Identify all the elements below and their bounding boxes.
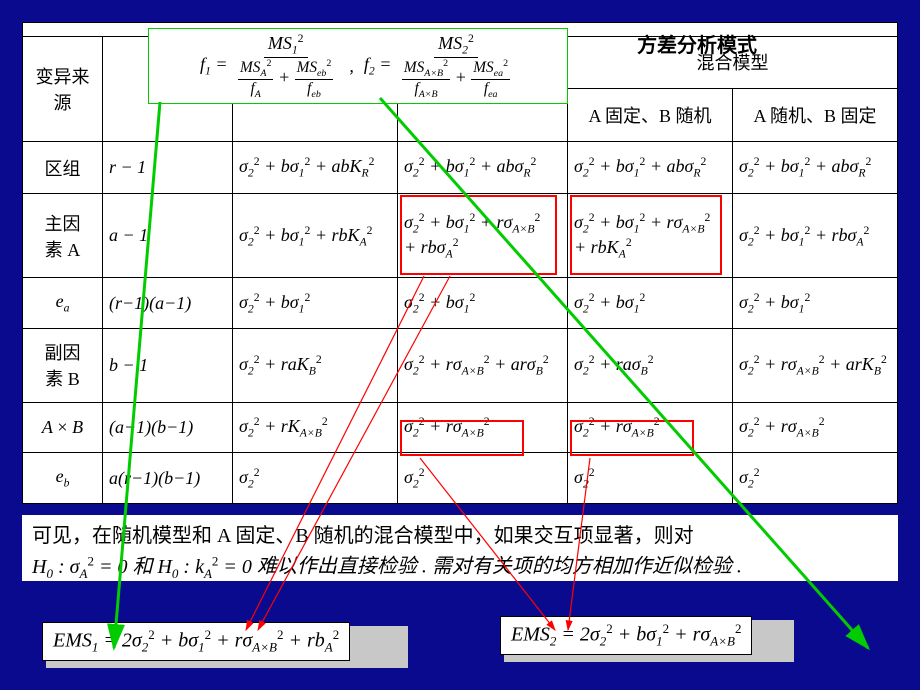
axb-c3: σ22 + rσA×B2: [398, 402, 568, 453]
label-block: 区组: [23, 141, 103, 194]
note-line2: H0 : σA2 = 0 和 H0 : kA2 = 0 难以作出直接检验 . 需…: [32, 551, 888, 583]
eb-c5: σ22: [733, 453, 898, 504]
df-ea: (r−1)(a−1): [103, 278, 233, 329]
label-subB: 副因素 B: [23, 328, 103, 402]
block-c4: σ22 + bσ12 + abσR2: [568, 141, 733, 194]
row-axb: A × B (a−1)(b−1) σ22 + rKA×B2 σ22 + rσA×…: [23, 402, 898, 453]
ea-c4: σ22 + bσ12: [568, 278, 733, 329]
row-subB: 副因素 B b − 1 σ22 + raKB2 σ22 + rσA×B2 + a…: [23, 328, 898, 402]
mainA-c4: σ22 + bσ12 + rσA×B2+ rbKA2: [568, 194, 733, 278]
note-line1: 可见，在随机模型和 A 固定、B 随机的混合模型中，如果交互项显著，则对: [32, 521, 888, 551]
ea-c5: σ22 + bσ12: [733, 278, 898, 329]
axb-c5: σ22 + rσA×B2: [733, 402, 898, 453]
eb-c2: σ22: [233, 453, 398, 504]
mainA-c2: σ22 + bσ12 + rbKA2: [233, 194, 398, 278]
axb-c4: σ22 + rσA×B2: [568, 402, 733, 453]
header-mixed1: A 固定、B 随机: [568, 89, 733, 142]
row-mainA: 主因素 A a − 1 σ22 + bσ12 + rbKA2 σ22 + bσ1…: [23, 194, 898, 278]
label-axb: A × B: [23, 402, 103, 453]
annotation-text: 可见，在随机模型和 A 固定、B 随机的混合模型中，如果交互项显著，则对 H0 …: [22, 515, 898, 581]
subB-c2: σ22 + raKB2: [233, 328, 398, 402]
subB-c3: σ22 + rσA×B2 + arσB2: [398, 328, 568, 402]
ea-c3: σ22 + bσ12: [398, 278, 568, 329]
subB-c5: σ22 + rσA×B2 + arKB2: [733, 328, 898, 402]
mainA-c5: σ22 + bσ12 + rbσA2: [733, 194, 898, 278]
f2: f2 = MS22 MSA×B2fA×B + MSea2fea: [364, 32, 516, 100]
mainA-c3: σ22 + bσ12 + rσA×B2+ rbσA2: [398, 194, 568, 278]
eb-c3: σ22: [398, 453, 568, 504]
df-eb: a(r−1)(b−1): [103, 453, 233, 504]
ea-c2: σ22 + bσ12: [233, 278, 398, 329]
eb-c4: σ22: [568, 453, 733, 504]
df-block: r − 1: [103, 141, 233, 194]
block-c3: σ22 + bσ12 + abσR2: [398, 141, 568, 194]
df-axb: (a−1)(b−1): [103, 402, 233, 453]
df-subB: b − 1: [103, 328, 233, 402]
row-block: 区组 r − 1 σ22 + bσ12 + abKR2 σ22 + bσ12 +…: [23, 141, 898, 194]
header-mixed: 混合模型: [568, 36, 898, 89]
row-ea: ea (r−1)(a−1) σ22 + bσ12 σ22 + bσ12 σ22 …: [23, 278, 898, 329]
block-c2: σ22 + bσ12 + abKR2: [233, 141, 398, 194]
formula-box: f1 = MS12 MSA2fA + MSeb2feb , f2 = MS22 …: [148, 28, 568, 104]
block-c5: σ22 + bσ12 + abσR2: [733, 141, 898, 194]
label-mainA: 主因素 A: [23, 194, 103, 278]
row-eb: eb a(r−1)(b−1) σ22 σ22 σ22 σ22: [23, 453, 898, 504]
label-eb: eb: [23, 453, 103, 504]
header-source: 变异来源: [23, 36, 103, 141]
df-mainA: a − 1: [103, 194, 233, 278]
subB-c4: σ22 + raσB2: [568, 328, 733, 402]
ems1-box: EMS1 = 2σ22 + bσ12 + rσA×B2 + rbA2: [42, 622, 350, 661]
f1: f1 = MS12 MSA2fA + MSeb2feb: [200, 32, 339, 100]
header-mixed2: A 随机、B 固定: [733, 89, 898, 142]
formula-comma: ,: [349, 56, 354, 77]
label-ea: ea: [23, 278, 103, 329]
ems2-box: EMS2 = 2σ22 + bσ12 + rσA×B2: [500, 616, 752, 655]
axb-c2: σ22 + rKA×B2: [233, 402, 398, 453]
